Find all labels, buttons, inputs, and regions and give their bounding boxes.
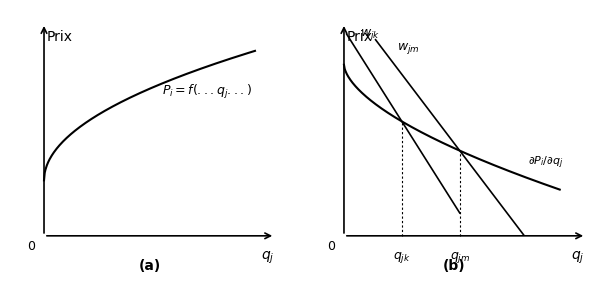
- Text: $q_j$: $q_j$: [261, 250, 274, 266]
- Text: $P_i=f(...q_j...)$: $P_i=f(...q_j...)$: [162, 84, 252, 101]
- Text: $q_j$: $q_j$: [572, 250, 585, 266]
- Text: Prix: Prix: [47, 30, 72, 44]
- Text: 0: 0: [327, 240, 335, 253]
- Text: (a): (a): [138, 259, 161, 273]
- Text: $\partial P_i/\partial q_j$: $\partial P_i/\partial q_j$: [528, 155, 564, 171]
- Text: $q_{jm}$: $q_{jm}$: [450, 250, 470, 265]
- Text: $w_{jm}$: $w_{jm}$: [396, 41, 419, 56]
- Text: Prix: Prix: [347, 30, 373, 44]
- Text: 0: 0: [28, 240, 35, 253]
- Text: $q_{jk}$: $q_{jk}$: [393, 250, 411, 265]
- Text: $w_{jk}$: $w_{jk}$: [360, 27, 380, 42]
- Text: (b): (b): [443, 259, 466, 273]
